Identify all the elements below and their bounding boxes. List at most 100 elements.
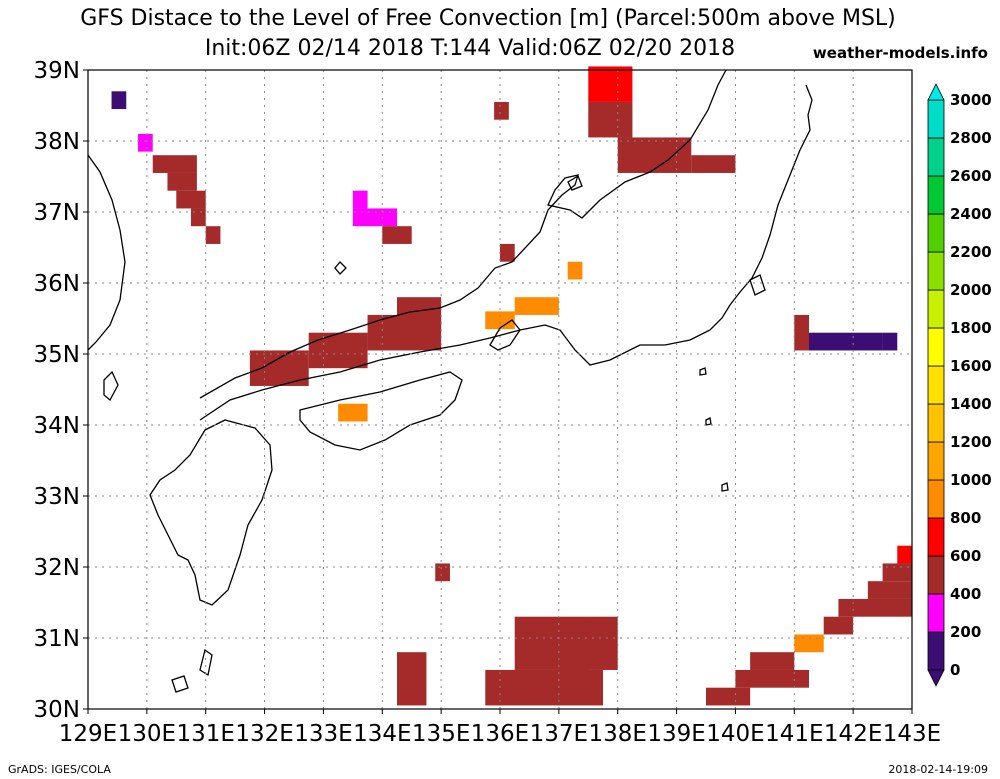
colorbar-label: 2000: [950, 281, 992, 299]
lfc-cell: [794, 634, 824, 653]
colorbar-bin: [927, 213, 945, 253]
colorbar-bin: [927, 251, 945, 291]
lfc-cell: [191, 208, 206, 227]
lfc-cell: [897, 545, 912, 564]
colorbar-label: 2200: [950, 243, 992, 261]
lfc-cell: [382, 226, 412, 244]
lfc-cell: [691, 155, 736, 173]
lat-tick-label: 32N: [34, 555, 80, 581]
lfc-cell: [809, 332, 883, 351]
colorbar-label: 3000: [950, 91, 992, 109]
coastline-korea: [87, 154, 126, 351]
lon-tick-label: 142E: [824, 721, 882, 747]
coastline-shikoku: [299, 371, 463, 451]
colorbar-under-arrow: [927, 669, 945, 687]
colorbar-bin: [927, 289, 945, 329]
lat-tick-label: 39N: [34, 58, 80, 84]
lfc-cell: [367, 314, 442, 351]
lfc-cell: [338, 403, 368, 422]
colorbar-label: 1600: [950, 357, 992, 375]
lon-tick-label: 130E: [118, 721, 176, 747]
brand-label: weather-models.info: [812, 44, 988, 62]
lfc-cell: [500, 243, 515, 262]
lat-tick-label: 33N: [34, 484, 80, 510]
lfc-cell: [308, 332, 368, 369]
lon-tick-label: 143E: [883, 721, 941, 747]
map-title: GFS Distace to the Level of Free Convect…: [80, 6, 896, 31]
lat-tick-label: 35N: [34, 342, 80, 368]
lfc-cell: [838, 598, 912, 617]
lon-tick-label: 137E: [530, 721, 588, 747]
lfc-cell: [882, 332, 898, 351]
island-izu-1: [699, 367, 707, 376]
colorbar-bin: [927, 365, 945, 405]
colorbar-bin: [927, 403, 945, 443]
lfc-cell: [706, 687, 751, 706]
lfc-cell: [494, 101, 509, 120]
lon-tick-label: 136E: [471, 721, 529, 747]
lfc-cell: [111, 91, 127, 110]
coastline-noto: [489, 319, 521, 351]
lon-tick-label: 131E: [176, 721, 234, 747]
colorbar-bin: [927, 479, 945, 519]
colorbar-label: 400: [950, 585, 981, 603]
lfc-cell: [514, 297, 559, 315]
colorbar-label: 600: [950, 547, 981, 565]
lfc-cell: [823, 616, 854, 635]
colorbar-bin: [927, 441, 945, 481]
lon-tick-label: 133E: [294, 721, 352, 747]
lfc-cell: [567, 261, 583, 280]
island-yakushima: [171, 675, 189, 693]
colorbar-label: 200: [950, 623, 981, 641]
colorbar-bin: [927, 327, 945, 367]
lfc-cell: [588, 101, 633, 138]
lon-tick-label: 140E: [706, 721, 764, 747]
graticule: [88, 70, 912, 709]
lfc-cell: [867, 581, 912, 599]
lfc-cell: [352, 208, 397, 227]
colorbar-label: 1800: [950, 319, 992, 337]
lfc-cell: [205, 226, 221, 244]
coastline-layer: [87, 69, 813, 693]
lon-tick-label: 134E: [353, 721, 411, 747]
colorbar-bin: [927, 631, 945, 671]
lfc-cell: [617, 137, 692, 173]
colorbar: 0 200 400 600 800 1000 1200 1400 1600 1800 2000 220…: [927, 83, 992, 687]
colorbar-label: 1200: [950, 433, 992, 451]
lfc-field-layer: [111, 66, 912, 706]
colorbar-over-arrow: [927, 83, 945, 101]
grads-credit: GrADS: IGES/COLA: [8, 763, 111, 776]
map-subtitle: Init:06Z 02/14 2018 T:144 Valid:06Z 02/2…: [204, 36, 736, 61]
lfc-cell: [558, 620, 589, 670]
lat-tick-label: 31N: [34, 626, 80, 652]
lfc-cell: [882, 563, 912, 582]
lfc-cell: [352, 190, 368, 209]
colorbar-bin: [927, 175, 945, 215]
colorbar-label: 2400: [950, 205, 992, 223]
lfc-cell: [397, 652, 427, 706]
island-oki: [334, 261, 347, 275]
lfc-cell: [167, 172, 197, 191]
lon-tick-label: 132E: [235, 721, 293, 747]
colorbar-label: 1400: [950, 395, 992, 413]
lfc-cell: [735, 669, 809, 688]
lat-tick-label: 37N: [34, 200, 80, 226]
generated-timestamp: 2018-02-14-19:09: [888, 763, 988, 776]
map-frame: [87, 69, 913, 710]
lon-tick-label: 141E: [765, 721, 823, 747]
coastline-honshu-north: [199, 69, 727, 399]
lfc-cell: [750, 652, 795, 670]
lfc-cell: [588, 66, 633, 102]
coastline-kyushu: [149, 419, 273, 606]
lat-tick-label: 34N: [34, 413, 80, 439]
lat-tick-label: 30N: [34, 697, 80, 723]
island-izu-3: [721, 482, 729, 492]
lon-tick-label: 135E: [412, 721, 470, 747]
lat-tick-label: 38N: [34, 129, 80, 155]
lfc-cell: [794, 314, 809, 351]
colorbar-label: 2800: [950, 129, 992, 147]
lfc-cell: [138, 133, 153, 152]
lfc-cell: [152, 155, 197, 173]
